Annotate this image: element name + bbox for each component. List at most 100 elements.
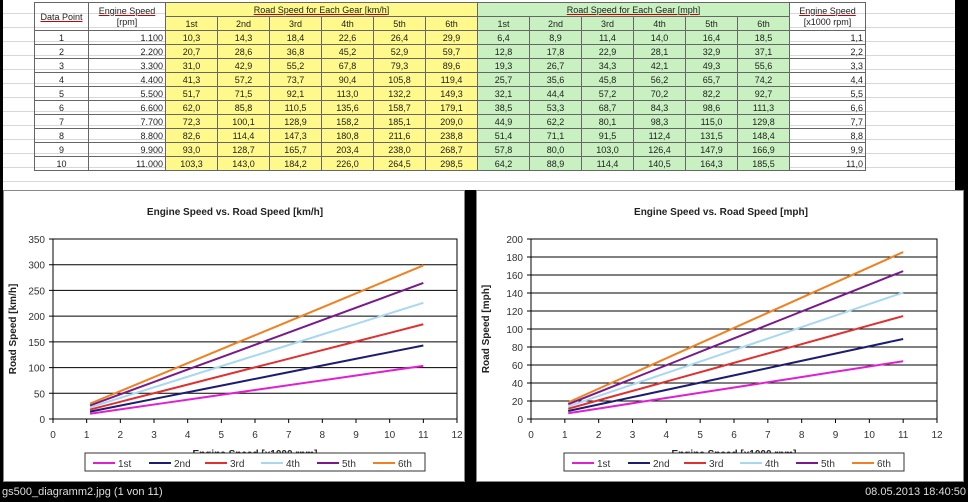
cell-kmh[interactable]: 45,2 (321, 44, 374, 59)
cell-kmh[interactable]: 22,6 (321, 30, 374, 45)
cell-kmh[interactable]: 26,4 (373, 30, 426, 45)
cell-mph[interactable]: 92,7 (737, 86, 790, 101)
cell-mph[interactable]: 34,3 (581, 58, 634, 73)
cell-krpm[interactable]: 5,5 (789, 86, 866, 101)
cell-krpm[interactable]: 9,9 (789, 142, 866, 157)
cell-kmh[interactable]: 36,8 (269, 44, 322, 59)
cell-kmh[interactable]: 105,8 (373, 72, 426, 87)
cell-kmh[interactable]: 100,1 (217, 114, 270, 129)
cell-rpm[interactable]: 7.700 (88, 114, 166, 129)
cell-mph[interactable]: 55,6 (737, 58, 790, 73)
cell-kmh[interactable]: 93,0 (165, 142, 218, 157)
cell-mph[interactable]: 25,7 (477, 72, 530, 87)
cell-mph[interactable]: 112,4 (633, 128, 686, 143)
cell-mph[interactable]: 111,3 (737, 100, 790, 115)
cell-point[interactable]: 1 (34, 30, 89, 45)
gear-header-mph[interactable]: 5th (685, 16, 738, 31)
cell-mph[interactable]: 12,8 (477, 44, 530, 59)
cell-rpm[interactable]: 6.600 (88, 100, 166, 115)
cell-mph[interactable]: 80,0 (529, 142, 582, 157)
cell-mph[interactable]: 51,4 (477, 128, 530, 143)
cell-mph[interactable]: 140,5 (633, 156, 686, 171)
cell-kmh[interactable]: 29,9 (425, 30, 478, 45)
cell-kmh[interactable]: 18,4 (269, 30, 322, 45)
cell-mph[interactable]: 98,6 (685, 100, 738, 115)
cell-kmh[interactable]: 114,4 (217, 128, 270, 143)
cell-kmh[interactable]: 73,7 (269, 72, 322, 87)
cell-krpm[interactable]: 6,6 (789, 100, 866, 115)
cell-kmh[interactable]: 158,2 (321, 114, 374, 129)
gear-header-kmh[interactable]: 2nd (217, 16, 270, 31)
cell-kmh[interactable]: 89,6 (425, 58, 478, 73)
cell-mph[interactable]: 64,2 (477, 156, 530, 171)
cell-kmh[interactable]: 184,2 (269, 156, 322, 171)
cell-rpm[interactable]: 5.500 (88, 86, 166, 101)
cell-kmh[interactable]: 179,1 (425, 100, 478, 115)
cell-mph[interactable]: 56,2 (633, 72, 686, 87)
cell-mph[interactable]: 148,4 (737, 128, 790, 143)
cell-mph[interactable]: 103,0 (581, 142, 634, 157)
cell-mph[interactable]: 53,3 (529, 100, 582, 115)
cell-mph[interactable]: 49,3 (685, 58, 738, 73)
cell-mph[interactable]: 147,9 (685, 142, 738, 157)
cell-mph[interactable]: 129,8 (737, 114, 790, 129)
cell-mph[interactable]: 68,7 (581, 100, 634, 115)
gear-header-mph[interactable]: 1st (477, 16, 530, 31)
cell-krpm[interactable]: 2,2 (789, 44, 866, 59)
cell-mph[interactable]: 166,9 (737, 142, 790, 157)
header-engine-speed-x1000[interactable]: Engine Speed [x1000 rpm] (789, 2, 866, 31)
cell-mph[interactable]: 82,2 (685, 86, 738, 101)
cell-krpm[interactable]: 3,3 (789, 58, 866, 73)
cell-krpm[interactable]: 7,7 (789, 114, 866, 129)
cell-mph[interactable]: 26,7 (529, 58, 582, 73)
cell-point[interactable]: 8 (34, 128, 89, 143)
gear-header-kmh[interactable]: 6th (425, 16, 478, 31)
cell-mph[interactable]: 185,5 (737, 156, 790, 171)
cell-rpm[interactable]: 9.900 (88, 142, 166, 157)
cell-mph[interactable]: 16,4 (685, 30, 738, 45)
gear-header-kmh[interactable]: 3rd (269, 16, 322, 31)
cell-kmh[interactable]: 185,1 (373, 114, 426, 129)
cell-kmh[interactable]: 72,3 (165, 114, 218, 129)
cell-rpm[interactable]: 4.400 (88, 72, 166, 87)
cell-kmh[interactable]: 31,0 (165, 58, 218, 73)
cell-kmh[interactable]: 298,5 (425, 156, 478, 171)
cell-kmh[interactable]: 158,7 (373, 100, 426, 115)
cell-kmh[interactable]: 92,1 (269, 86, 322, 101)
cell-mph[interactable]: 57,8 (477, 142, 530, 157)
cell-mph[interactable]: 11,4 (581, 30, 634, 45)
cell-kmh[interactable]: 14,3 (217, 30, 270, 45)
cell-rpm[interactable]: 11.000 (88, 156, 166, 171)
cell-kmh[interactable]: 135,6 (321, 100, 374, 115)
cell-mph[interactable]: 19,3 (477, 58, 530, 73)
cell-kmh[interactable]: 238,8 (425, 128, 478, 143)
cell-kmh[interactable]: 103,3 (165, 156, 218, 171)
cell-mph[interactable]: 98,3 (633, 114, 686, 129)
cell-mph[interactable]: 14,0 (633, 30, 686, 45)
cell-point[interactable]: 7 (34, 114, 89, 129)
cell-kmh[interactable]: 85,8 (217, 100, 270, 115)
cell-kmh[interactable]: 62,0 (165, 100, 218, 115)
cell-point[interactable]: 5 (34, 86, 89, 101)
cell-kmh[interactable]: 180,8 (321, 128, 374, 143)
header-data-point[interactable]: Data Point (34, 2, 89, 31)
cell-mph[interactable]: 65,7 (685, 72, 738, 87)
cell-krpm[interactable]: 1,1 (789, 30, 866, 45)
cell-mph[interactable]: 8,9 (529, 30, 582, 45)
cell-kmh[interactable]: 82,6 (165, 128, 218, 143)
cell-rpm[interactable]: 1.100 (88, 30, 166, 45)
cell-kmh[interactable]: 264,5 (373, 156, 426, 171)
cell-mph[interactable]: 71,1 (529, 128, 582, 143)
cell-kmh[interactable]: 57,2 (217, 72, 270, 87)
gear-header-mph[interactable]: 4th (633, 16, 686, 31)
cell-kmh[interactable]: 147,3 (269, 128, 322, 143)
cell-mph[interactable]: 32,9 (685, 44, 738, 59)
cell-kmh[interactable]: 41,3 (165, 72, 218, 87)
cell-mph[interactable]: 114,4 (581, 156, 634, 171)
cell-kmh[interactable]: 20,7 (165, 44, 218, 59)
cell-mph[interactable]: 38,5 (477, 100, 530, 115)
gear-header-mph[interactable]: 3rd (581, 16, 634, 31)
cell-kmh[interactable]: 226,0 (321, 156, 374, 171)
cell-mph[interactable]: 57,2 (581, 86, 634, 101)
cell-point[interactable]: 2 (34, 44, 89, 59)
